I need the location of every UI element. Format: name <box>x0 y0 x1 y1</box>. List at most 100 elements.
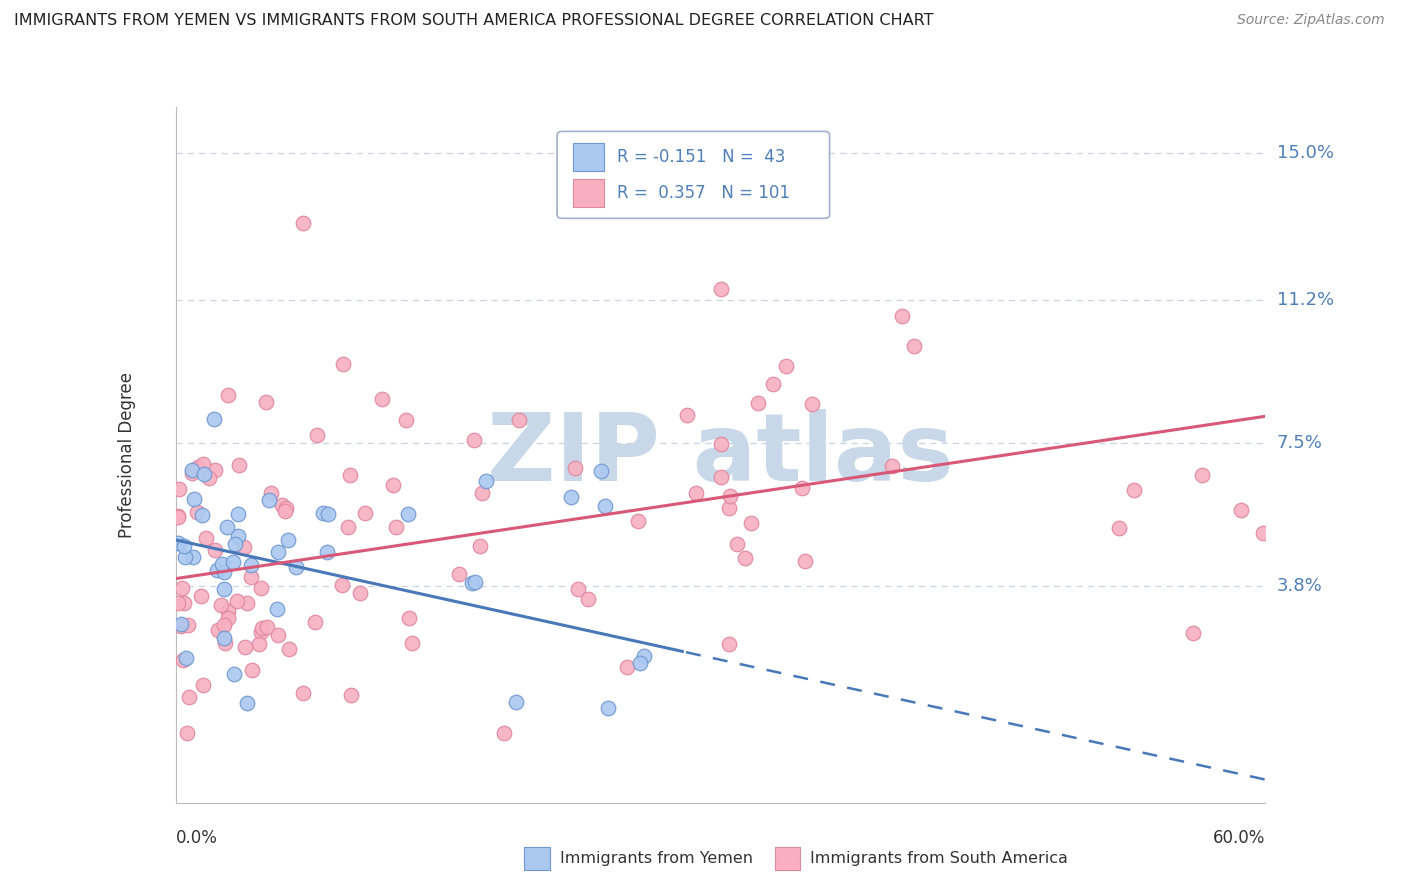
Point <box>233 540 256 554</box>
Point <box>628 656 651 670</box>
Point <box>800 397 823 411</box>
Point <box>266 601 288 615</box>
Point <box>676 409 699 423</box>
Point <box>181 549 204 564</box>
Point <box>316 508 339 522</box>
Text: Source: ZipAtlas.com: Source: ZipAtlas.com <box>1237 13 1385 28</box>
Point <box>277 641 299 656</box>
Point <box>170 619 193 633</box>
Point <box>187 460 209 475</box>
Point <box>233 640 256 654</box>
Point <box>710 437 733 451</box>
Point <box>202 412 225 426</box>
Point <box>718 489 741 503</box>
Point <box>236 596 259 610</box>
Point <box>257 492 280 507</box>
Point <box>291 216 314 230</box>
Point <box>186 505 208 519</box>
Point <box>1191 467 1213 482</box>
Point <box>710 470 733 484</box>
Point <box>394 413 416 427</box>
Point <box>305 428 328 442</box>
Point <box>576 591 599 606</box>
Point <box>183 491 205 506</box>
Point <box>285 559 308 574</box>
Point <box>790 481 813 495</box>
Point <box>616 659 638 673</box>
Point <box>593 500 616 514</box>
Point <box>166 535 188 549</box>
Point <box>190 589 212 603</box>
Point <box>794 554 817 568</box>
Point <box>725 537 748 551</box>
Point <box>464 574 486 589</box>
Point <box>249 625 271 640</box>
Point <box>204 463 226 477</box>
Point <box>177 618 200 632</box>
Point <box>167 482 190 496</box>
Text: ZIP atlas: ZIP atlas <box>488 409 953 501</box>
Point <box>180 463 202 477</box>
Point <box>475 474 498 488</box>
Point <box>492 726 515 740</box>
Point <box>633 648 655 663</box>
Point <box>560 491 582 505</box>
Point <box>508 413 530 427</box>
Point <box>463 433 485 447</box>
Point <box>349 586 371 600</box>
Point <box>339 468 361 483</box>
Point <box>191 508 214 522</box>
Point <box>718 500 741 515</box>
Point <box>589 464 612 478</box>
Point <box>337 519 360 533</box>
Point <box>224 537 246 551</box>
Point <box>734 550 756 565</box>
Point <box>880 459 903 474</box>
FancyBboxPatch shape <box>574 143 605 171</box>
Point <box>461 575 484 590</box>
Point <box>740 516 762 530</box>
Point <box>242 664 264 678</box>
Point <box>396 507 419 521</box>
Point <box>267 628 290 642</box>
Point <box>228 507 250 521</box>
Point <box>1182 625 1205 640</box>
Point <box>174 651 197 665</box>
Point <box>273 503 295 517</box>
Point <box>564 461 586 475</box>
Point <box>240 570 263 584</box>
Point <box>891 309 914 323</box>
Point <box>382 478 405 492</box>
Text: R =  0.357   N = 101: R = 0.357 N = 101 <box>617 184 790 202</box>
Text: 15.0%: 15.0% <box>1277 145 1333 162</box>
Point <box>398 611 420 625</box>
FancyBboxPatch shape <box>574 179 605 207</box>
Point <box>212 565 235 579</box>
Point <box>215 520 238 534</box>
Point <box>354 507 377 521</box>
Point <box>194 531 217 545</box>
Point <box>191 678 214 692</box>
Point <box>304 615 326 630</box>
Text: R = -0.151   N =  43: R = -0.151 N = 43 <box>617 148 786 166</box>
Point <box>247 637 270 651</box>
Point <box>173 596 195 610</box>
Point <box>567 582 589 596</box>
Point <box>1108 520 1130 534</box>
Text: 0.0%: 0.0% <box>176 830 218 847</box>
Point <box>762 377 785 392</box>
Point <box>180 466 202 480</box>
Point <box>217 604 239 618</box>
Point <box>470 486 492 500</box>
Point <box>176 726 198 740</box>
Point <box>505 695 527 709</box>
Point <box>267 545 290 559</box>
Point <box>1122 483 1144 498</box>
Point <box>226 529 249 543</box>
Point <box>717 637 740 651</box>
Point <box>249 581 271 595</box>
Point <box>685 486 707 500</box>
Point <box>316 545 339 559</box>
Text: Professional Degree: Professional Degree <box>118 372 136 538</box>
Point <box>271 498 294 512</box>
